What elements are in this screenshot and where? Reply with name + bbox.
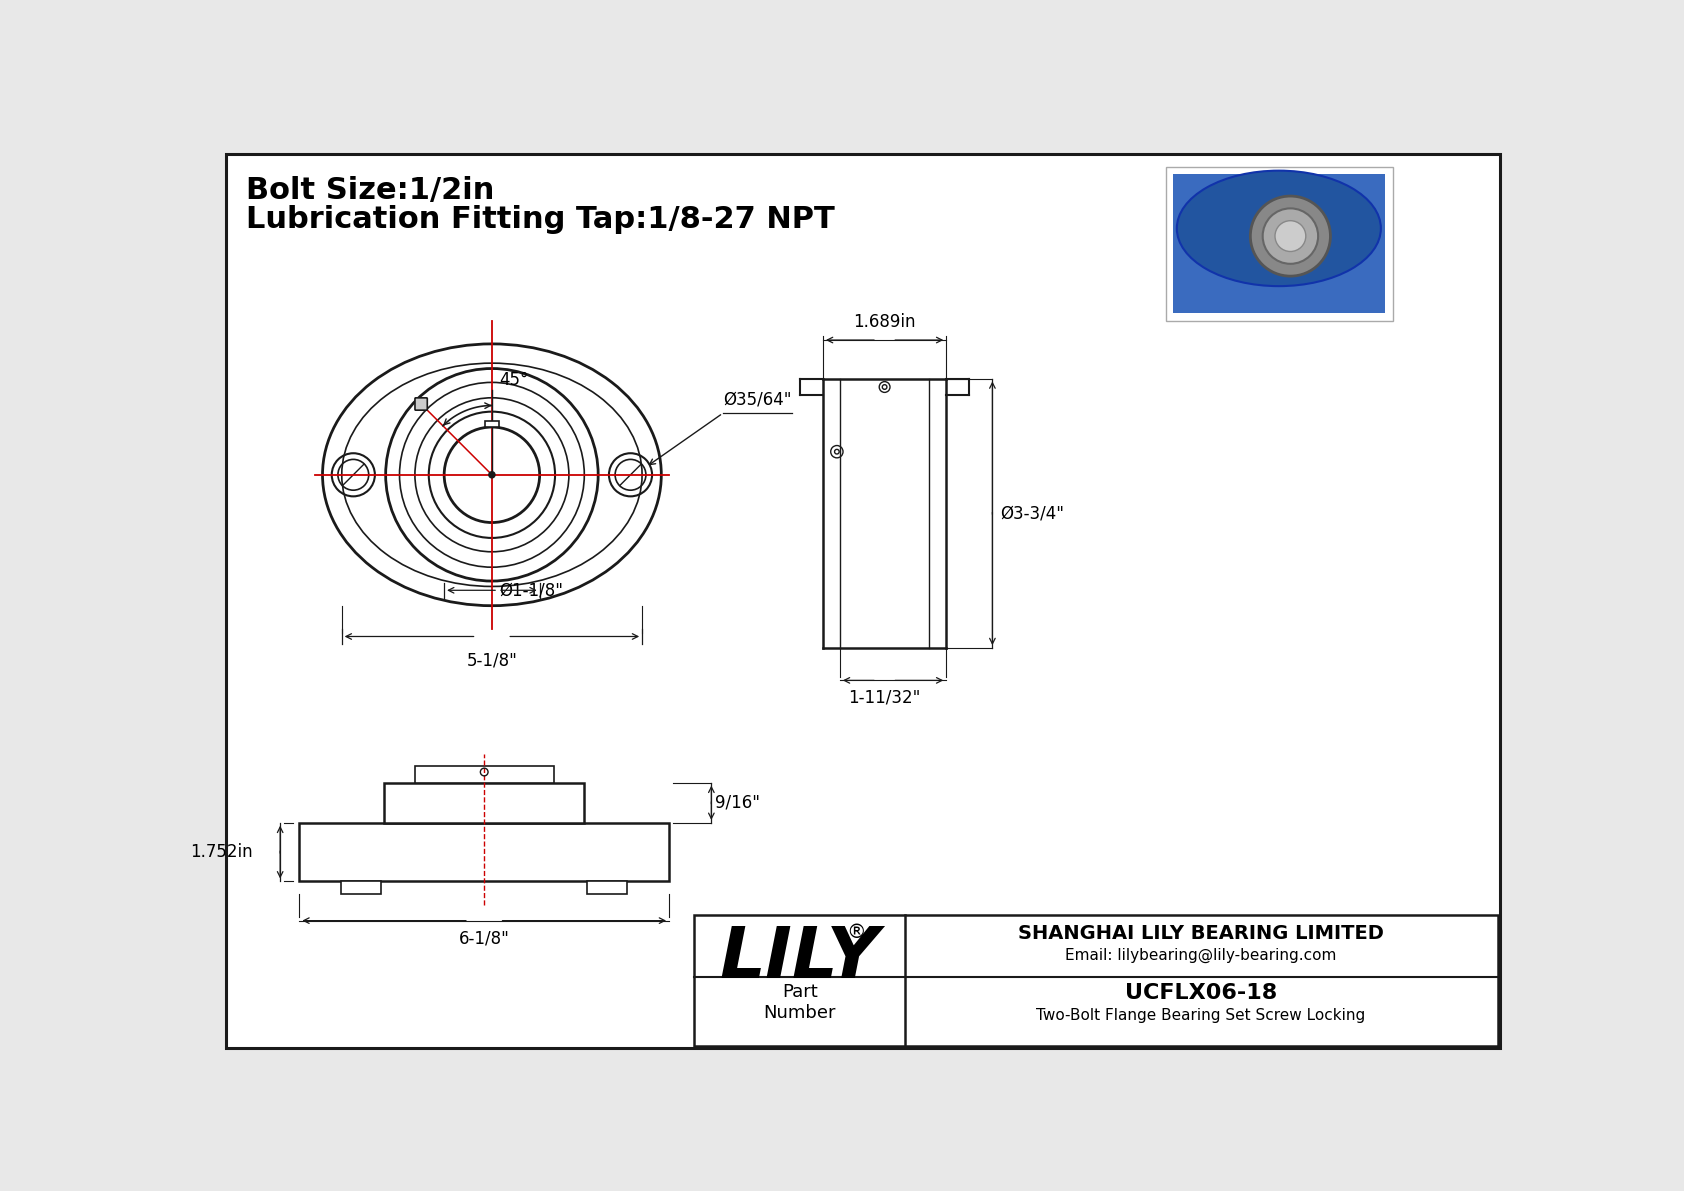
Text: Lubrication Fitting Tap:1/8-27 NPT: Lubrication Fitting Tap:1/8-27 NPT bbox=[246, 205, 834, 235]
Text: Part
Number: Part Number bbox=[763, 983, 837, 1022]
Text: SHANGHAI LILY BEARING LIMITED: SHANGHAI LILY BEARING LIMITED bbox=[1019, 924, 1384, 943]
Text: Two-Bolt Flange Bearing Set Screw Locking: Two-Bolt Flange Bearing Set Screw Lockin… bbox=[1036, 1008, 1366, 1023]
Bar bbox=[588, 881, 628, 893]
Text: 6-1/8": 6-1/8" bbox=[458, 930, 510, 948]
Bar bbox=[300, 823, 669, 881]
Ellipse shape bbox=[1177, 170, 1381, 286]
Text: Ø3-3/4": Ø3-3/4" bbox=[1000, 504, 1064, 523]
Text: UCFLX06-18: UCFLX06-18 bbox=[1125, 983, 1276, 1003]
Bar bbox=[485, 420, 498, 428]
Circle shape bbox=[1263, 208, 1319, 264]
Bar bbox=[414, 766, 554, 782]
Text: 1.689in: 1.689in bbox=[854, 313, 916, 331]
Text: Email: lilybearing@lily-bearing.com: Email: lilybearing@lily-bearing.com bbox=[1066, 948, 1337, 962]
Bar bbox=[1165, 167, 1393, 320]
Text: ®: ® bbox=[845, 923, 866, 942]
Text: Ø1-1/8": Ø1-1/8" bbox=[500, 581, 564, 599]
Text: 5-1/8": 5-1/8" bbox=[466, 651, 517, 669]
Bar bbox=[694, 915, 1497, 1046]
Circle shape bbox=[488, 472, 495, 478]
Text: 1.752in: 1.752in bbox=[190, 843, 253, 861]
Bar bbox=[340, 881, 381, 893]
Text: 1-11/32": 1-11/32" bbox=[849, 688, 921, 706]
Circle shape bbox=[1275, 220, 1305, 251]
Text: Bolt Size:1/2in: Bolt Size:1/2in bbox=[246, 176, 493, 205]
FancyBboxPatch shape bbox=[414, 398, 428, 410]
Text: 45°: 45° bbox=[498, 370, 529, 388]
Circle shape bbox=[1250, 197, 1330, 276]
Text: LILY: LILY bbox=[721, 924, 881, 993]
Text: Ø35/64": Ø35/64" bbox=[722, 391, 791, 409]
Bar bbox=[384, 782, 584, 823]
Text: 9/16": 9/16" bbox=[716, 794, 759, 812]
Bar bbox=[1174, 175, 1386, 313]
